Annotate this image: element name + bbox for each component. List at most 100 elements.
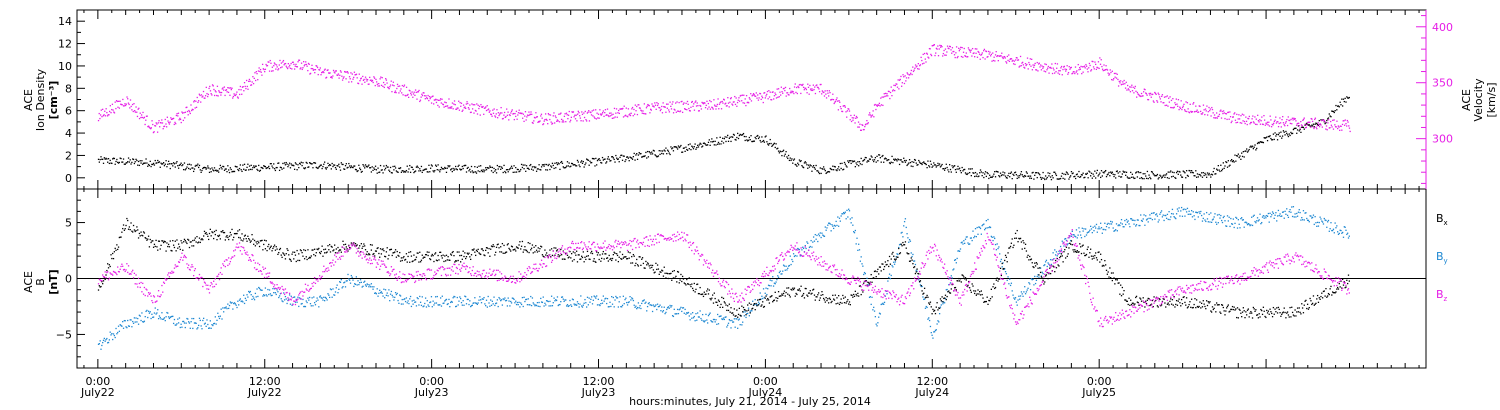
velocity-point — [229, 87, 232, 89]
velocity-point — [897, 79, 899, 81]
density-point — [339, 166, 341, 168]
velocity-point — [871, 114, 874, 116]
velocity-point — [280, 67, 282, 69]
bx-point — [210, 235, 212, 237]
by-point — [1017, 299, 1019, 301]
by-point — [868, 284, 870, 286]
bx-point — [197, 241, 200, 243]
bx-point — [139, 235, 141, 237]
by-point — [163, 317, 166, 319]
by-point — [888, 273, 891, 275]
density-point — [596, 164, 598, 166]
density-point — [1145, 177, 1148, 180]
velocity-point — [632, 115, 634, 117]
density-point — [1090, 172, 1093, 174]
density-point — [807, 167, 809, 169]
by-point — [125, 326, 127, 328]
by-point — [349, 282, 352, 284]
bx-point — [124, 228, 126, 230]
velocity-point — [331, 77, 333, 79]
velocity-point — [584, 110, 586, 113]
velocity-point — [802, 86, 805, 89]
velocity-point — [612, 113, 614, 115]
density-point — [142, 163, 144, 165]
velocity-point — [995, 51, 997, 53]
density-point — [986, 171, 988, 174]
by-point — [551, 305, 554, 307]
by-point — [318, 306, 320, 308]
velocity-point — [813, 88, 815, 91]
density-point — [771, 145, 773, 148]
density-point — [1236, 155, 1239, 157]
velocity-point — [504, 116, 506, 119]
velocity-point — [224, 94, 226, 97]
density-point — [253, 166, 256, 169]
density-point — [453, 169, 455, 171]
bx-point — [97, 289, 100, 291]
density-point — [987, 172, 989, 175]
density-point — [531, 166, 534, 168]
velocity-point — [195, 106, 198, 108]
by-point — [1217, 222, 1219, 224]
by-point — [1024, 286, 1026, 288]
velocity-point — [506, 108, 508, 110]
density-point — [616, 158, 619, 161]
velocity-point — [235, 93, 237, 95]
density-point — [793, 158, 796, 160]
velocity-point — [378, 82, 380, 85]
by-point — [155, 313, 157, 315]
by-point — [927, 318, 929, 320]
density-point — [1034, 174, 1036, 177]
velocity-point — [1304, 123, 1306, 126]
velocity-point — [1346, 125, 1348, 127]
velocity-point — [983, 50, 985, 52]
by-point — [1251, 224, 1254, 227]
velocity-point — [1228, 118, 1230, 120]
by-point — [1247, 222, 1250, 225]
velocity-point — [1284, 125, 1286, 127]
velocity-point — [544, 118, 546, 121]
density-point — [804, 161, 806, 163]
velocity-point — [257, 79, 259, 81]
velocity-point — [1252, 115, 1254, 117]
velocity-point — [246, 85, 248, 88]
by-point — [582, 304, 584, 306]
by-point — [678, 309, 680, 311]
density-point — [607, 156, 609, 158]
velocity-point — [453, 100, 456, 102]
by-point — [490, 304, 493, 306]
by-point — [368, 286, 370, 288]
velocity-point — [1199, 105, 1201, 108]
by-point — [316, 297, 318, 299]
velocity-point — [688, 107, 690, 110]
velocity-point — [1330, 124, 1333, 126]
velocity-point — [366, 78, 369, 81]
by-point — [228, 304, 231, 307]
by-point — [550, 295, 553, 297]
velocity-point — [139, 112, 141, 114]
velocity-point — [492, 109, 494, 111]
density-point — [1306, 122, 1308, 124]
velocity-point — [1145, 93, 1148, 95]
velocity-point — [108, 114, 110, 116]
velocity-point — [1307, 121, 1309, 124]
density-point — [1105, 169, 1107, 172]
density-point — [948, 164, 951, 166]
density-point — [777, 150, 780, 152]
velocity-point — [818, 91, 821, 93]
density-point — [182, 168, 185, 171]
by-point — [384, 289, 387, 291]
velocity-point — [889, 97, 891, 100]
density-point — [722, 137, 724, 139]
density-point — [794, 163, 796, 166]
velocity-point — [611, 114, 613, 116]
density-point — [891, 155, 893, 158]
velocity-point — [422, 92, 424, 94]
density-point — [684, 150, 686, 153]
velocity-point — [810, 89, 812, 92]
density-point — [1343, 100, 1345, 103]
velocity-point — [532, 122, 534, 124]
bx-point — [141, 234, 143, 237]
velocity-point — [512, 112, 515, 115]
density-point — [157, 159, 159, 162]
